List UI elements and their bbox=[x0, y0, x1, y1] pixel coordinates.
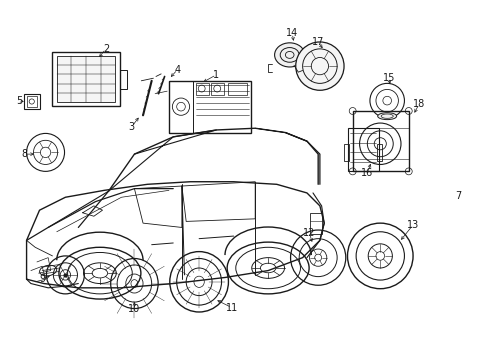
Bar bbox=[211, 84, 224, 95]
Text: 1: 1 bbox=[213, 70, 219, 80]
Text: 9: 9 bbox=[39, 274, 45, 284]
Bar bbox=[24, 94, 40, 109]
Bar bbox=[57, 56, 115, 102]
Text: 4: 4 bbox=[174, 64, 180, 75]
Bar bbox=[468, 144, 488, 194]
Bar bbox=[168, 81, 250, 132]
Bar bbox=[120, 69, 126, 89]
Text: 11: 11 bbox=[225, 303, 238, 313]
Bar bbox=[26, 96, 37, 107]
Text: 17: 17 bbox=[311, 37, 324, 47]
Bar bbox=[352, 111, 408, 171]
Bar bbox=[227, 84, 246, 95]
Bar bbox=[347, 128, 378, 171]
Text: 13: 13 bbox=[406, 220, 418, 230]
Bar bbox=[52, 52, 120, 106]
Circle shape bbox=[295, 42, 344, 90]
Text: 12: 12 bbox=[303, 229, 315, 238]
Text: 2: 2 bbox=[102, 44, 109, 54]
Text: 18: 18 bbox=[412, 99, 425, 109]
Ellipse shape bbox=[40, 265, 57, 276]
Ellipse shape bbox=[377, 113, 396, 120]
Ellipse shape bbox=[274, 43, 304, 67]
Bar bbox=[344, 144, 348, 161]
Text: 8: 8 bbox=[22, 149, 28, 159]
Text: 15: 15 bbox=[382, 73, 394, 83]
Text: 3: 3 bbox=[128, 122, 135, 131]
Text: 10: 10 bbox=[128, 305, 140, 314]
Text: 16: 16 bbox=[361, 168, 373, 178]
Bar bbox=[309, 213, 321, 234]
Bar bbox=[168, 81, 193, 132]
Bar bbox=[435, 141, 461, 189]
Bar bbox=[195, 84, 208, 95]
Bar bbox=[376, 144, 381, 161]
Text: 7: 7 bbox=[454, 190, 460, 201]
Text: 14: 14 bbox=[285, 28, 298, 39]
Text: 5: 5 bbox=[17, 96, 23, 105]
